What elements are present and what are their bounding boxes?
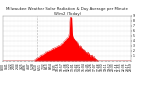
Title: Milwaukee Weather Solar Radiation & Day Average per Minute W/m2 (Today): Milwaukee Weather Solar Radiation & Day … <box>6 7 128 16</box>
